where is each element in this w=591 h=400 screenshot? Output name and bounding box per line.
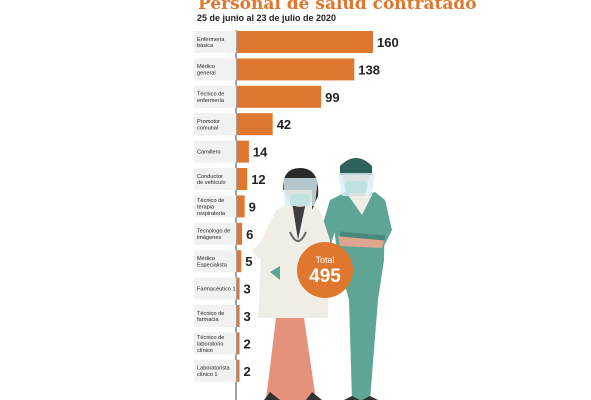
data-label: 2 xyxy=(244,364,251,379)
category-label: Médico general xyxy=(197,64,216,76)
data-label: 5 xyxy=(245,254,252,269)
data-label: 2 xyxy=(244,336,251,351)
bar xyxy=(237,222,243,245)
category-label-background xyxy=(194,305,236,327)
category-label-background xyxy=(194,113,236,136)
total-badge-circle xyxy=(297,242,353,298)
bar xyxy=(237,359,240,382)
category-label-background xyxy=(194,195,236,218)
total-value: 495 xyxy=(309,266,341,287)
data-label: 160 xyxy=(377,35,399,50)
data-label: 6 xyxy=(246,227,253,242)
bar xyxy=(237,85,322,108)
bar xyxy=(237,305,240,327)
category-label-background xyxy=(194,277,236,300)
category-label: Enfermeria básica xyxy=(197,37,225,49)
bar xyxy=(237,332,240,355)
data-label: 3 xyxy=(244,309,251,324)
category-label: Técnico de terapia respiratoria xyxy=(197,198,226,217)
chart-title: Personal de salud contratado xyxy=(198,0,477,14)
data-label: 14 xyxy=(253,145,268,160)
data-label: 42 xyxy=(277,117,291,132)
bar xyxy=(237,195,245,218)
category-label-background xyxy=(194,140,236,163)
category-label: Promotor comunal xyxy=(197,119,220,131)
category-label: Técnico de enfermería xyxy=(197,92,225,104)
category-label: Técnico de farmacia xyxy=(197,311,224,323)
category-label-background xyxy=(194,31,236,53)
bar xyxy=(237,113,273,136)
data-label: 9 xyxy=(249,199,256,214)
data-label: 138 xyxy=(358,62,380,77)
bar xyxy=(237,277,240,300)
category-label: Tecnólogo de imágenes xyxy=(197,229,230,241)
total-badge: Total 495 xyxy=(297,242,353,298)
category-label: Conductor de vehículo xyxy=(197,174,226,186)
chart-subtitle: 25 de junio al 23 de julio de 2020 xyxy=(197,13,337,23)
category-label-background xyxy=(194,58,236,81)
bar xyxy=(237,31,373,53)
category-label: Técnico de laboratorio clínico xyxy=(197,335,224,354)
bar xyxy=(237,58,355,81)
category-label-background xyxy=(194,168,236,190)
bar xyxy=(237,168,248,190)
bar xyxy=(237,140,249,163)
category-label: Laboratorista clínico 1 xyxy=(197,366,231,378)
category-label-background xyxy=(194,332,236,355)
total-label: Total xyxy=(315,255,334,265)
category-label-background xyxy=(194,250,236,273)
category-label-background xyxy=(194,85,236,108)
category-label-background xyxy=(194,222,236,245)
data-label: 12 xyxy=(251,172,265,187)
category-label: Camillero xyxy=(197,150,221,156)
category-label: Médico Especialista xyxy=(197,256,228,268)
category-label-background xyxy=(194,359,236,382)
bar xyxy=(237,250,242,273)
data-label: 3 xyxy=(244,282,251,297)
category-label: Farmacéutico 1 xyxy=(197,287,236,293)
data-label: 99 xyxy=(325,90,339,105)
male-nurse-figure xyxy=(318,158,392,400)
